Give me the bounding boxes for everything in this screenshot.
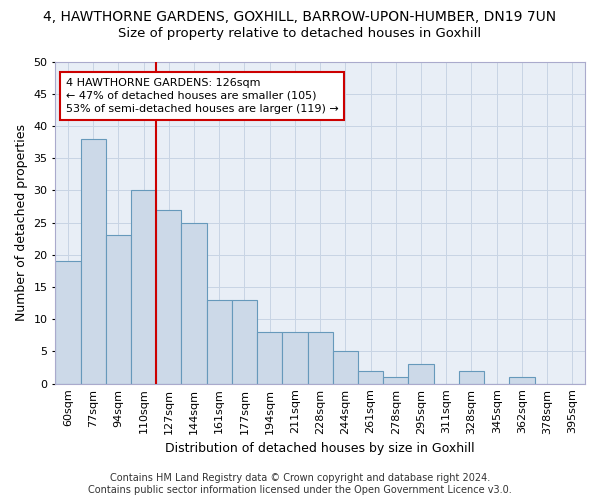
Bar <box>257 332 283 384</box>
Bar <box>333 352 358 384</box>
Bar <box>383 377 409 384</box>
X-axis label: Distribution of detached houses by size in Goxhill: Distribution of detached houses by size … <box>166 442 475 455</box>
Bar <box>459 371 484 384</box>
Bar <box>509 377 535 384</box>
Bar <box>308 332 333 384</box>
Bar <box>181 222 206 384</box>
Bar <box>283 332 308 384</box>
Text: Contains HM Land Registry data © Crown copyright and database right 2024.
Contai: Contains HM Land Registry data © Crown c… <box>88 474 512 495</box>
Bar <box>106 236 131 384</box>
Text: 4, HAWTHORNE GARDENS, GOXHILL, BARROW-UPON-HUMBER, DN19 7UN: 4, HAWTHORNE GARDENS, GOXHILL, BARROW-UP… <box>43 10 557 24</box>
Bar <box>358 371 383 384</box>
Bar <box>232 300 257 384</box>
Bar <box>206 300 232 384</box>
Bar <box>80 139 106 384</box>
Y-axis label: Number of detached properties: Number of detached properties <box>15 124 28 321</box>
Bar <box>156 210 181 384</box>
Bar <box>409 364 434 384</box>
Text: Size of property relative to detached houses in Goxhill: Size of property relative to detached ho… <box>118 28 482 40</box>
Bar <box>55 262 80 384</box>
Text: 4 HAWTHORNE GARDENS: 126sqm
← 47% of detached houses are smaller (105)
53% of se: 4 HAWTHORNE GARDENS: 126sqm ← 47% of det… <box>66 78 338 114</box>
Bar <box>131 190 156 384</box>
